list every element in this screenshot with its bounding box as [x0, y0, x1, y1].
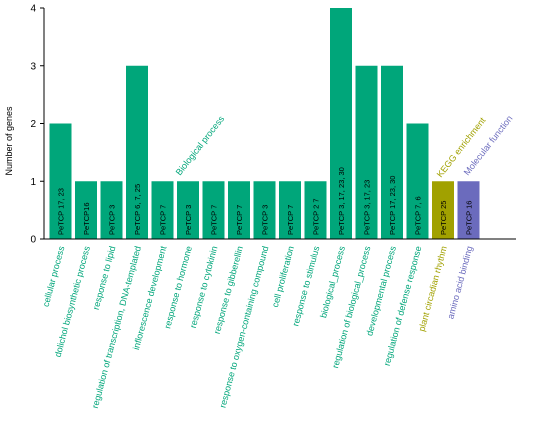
bar: [304, 181, 327, 239]
bar-data-label: PeTCP 7: [210, 205, 219, 235]
x-tick-label: response to oxygen-containing compound: [218, 245, 271, 409]
y-tick-label: 0: [30, 235, 36, 246]
bar: [253, 181, 276, 239]
x-tick-label: response to lipid: [91, 245, 118, 311]
bar: [432, 181, 454, 239]
bar: [228, 181, 250, 239]
bar-data-label: PeTCP 3, 17, 23: [363, 180, 372, 235]
bar: [75, 181, 97, 239]
bar-data-label: PeTCP 7: [235, 205, 244, 235]
bar: [406, 123, 429, 239]
bar-data-label: PeTCP 7: [159, 205, 168, 235]
x-tick-label: cellular process: [41, 244, 67, 307]
bar: [126, 65, 148, 239]
bar-data-label: PeTCP 3: [108, 205, 117, 235]
bar-data-label: PeTCP 16: [465, 201, 474, 235]
bar-data-label: PeTCP 2 7: [312, 198, 321, 235]
bar-data-label: PeTCP16: [82, 202, 91, 235]
bar: [49, 123, 72, 239]
x-tick-label: response to hormone: [162, 245, 194, 330]
bar-data-label: PeTCP 17, 23: [57, 188, 66, 235]
x-tick-label: amino acid binding: [445, 245, 474, 320]
bar-data-label: PeTCP 25: [439, 201, 448, 235]
bar-data-label: PeTCP 6, 7, 25: [133, 184, 142, 235]
y-tick-label: 1: [30, 177, 36, 188]
bar: [457, 181, 480, 239]
bar: [202, 181, 225, 239]
bar-data-labels: PeTCP 17, 23 PeTCP16 PeTCP 3 PeTCP 6, 7, 25…: [57, 167, 474, 235]
y-tick-label: 4: [30, 4, 36, 15]
bar: [279, 181, 301, 239]
bar-data-label: PeTCP 3, 17, 23, 30: [337, 167, 346, 235]
x-tick-label: response to stimulus: [290, 244, 321, 327]
x-tick-label: response to cytokinin: [188, 245, 220, 329]
bar-data-label: PeTCP 7: [286, 205, 295, 235]
bar: [151, 181, 174, 239]
bar-data-label: PeTCP 3: [184, 205, 193, 235]
group-annotation-biological: Biological process: [174, 114, 227, 178]
bar: [177, 181, 199, 239]
bar: [330, 8, 352, 239]
group-annotation-molecular: Molecular function: [462, 114, 515, 178]
bar: [100, 181, 123, 239]
x-tick-label: biological_process: [318, 244, 347, 319]
y-ticks: 0 1 2 3 4: [30, 4, 44, 246]
y-tick-label: 2: [30, 119, 36, 130]
bars-layer: [49, 8, 480, 239]
bar-data-label: PeTCP 17, 23, 30: [388, 176, 397, 235]
y-axis-label: Number of genes: [4, 106, 14, 176]
bar: [381, 65, 403, 239]
x-tick-label: plant circadian rhythm: [416, 245, 448, 333]
bar-data-label: PeTCP 7, 6: [414, 196, 423, 235]
bar-data-label: PeTCP 3: [261, 205, 270, 235]
x-tick-label: cell proliferation: [270, 245, 296, 308]
x-tick-label: regulation of transcription, DNA-templat…: [90, 245, 143, 409]
bar: [355, 65, 378, 239]
y-tick-label: 3: [30, 61, 36, 72]
